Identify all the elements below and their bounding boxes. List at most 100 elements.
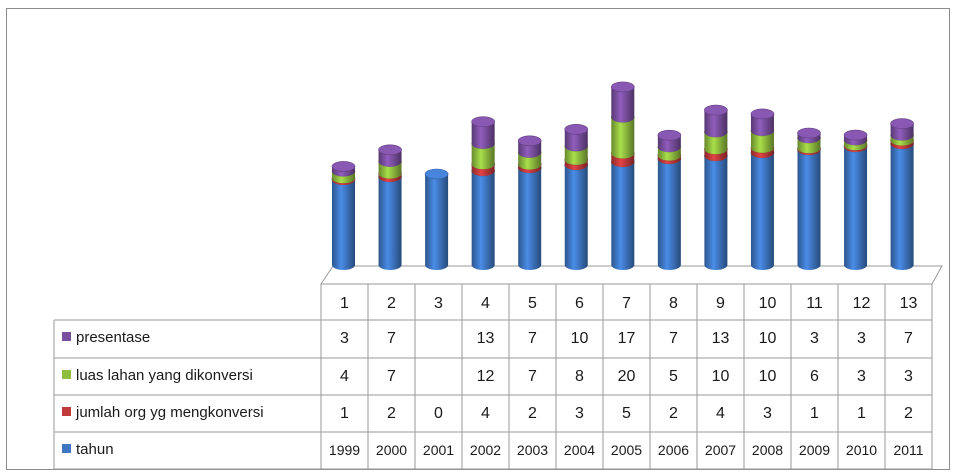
data-label: 2005 bbox=[611, 442, 642, 458]
bar-segment-presentase-8 bbox=[657, 129, 682, 153]
data-label: 2 bbox=[387, 405, 396, 422]
data-label: 2010 bbox=[846, 442, 877, 458]
bar-stack-13 bbox=[890, 118, 914, 270]
legend-swatch bbox=[62, 332, 71, 341]
bar-stack-10 bbox=[750, 108, 775, 270]
bar-segment-presentase-10 bbox=[750, 108, 775, 136]
bar-segment-tahun-4 bbox=[471, 165, 495, 270]
data-label: 7 bbox=[528, 330, 537, 347]
data-label: 10 bbox=[571, 330, 589, 347]
bar-stack-9 bbox=[704, 104, 728, 270]
bar-segment-presentase-13 bbox=[890, 118, 914, 141]
data-label: 12 bbox=[477, 368, 495, 385]
bar-segment-presentase-4 bbox=[471, 116, 495, 149]
data-label: 2002 bbox=[470, 442, 501, 458]
data-label: 3 bbox=[904, 368, 913, 385]
category-label: 2 bbox=[387, 295, 396, 312]
data-label: 3 bbox=[857, 330, 866, 347]
data-label: 1 bbox=[857, 405, 866, 422]
category-label: 3 bbox=[434, 295, 443, 312]
data-label: 2001 bbox=[423, 442, 454, 458]
data-label: 3 bbox=[810, 330, 819, 347]
bar-segment-tahun-3 bbox=[424, 168, 449, 270]
legend-entry: jumlah org yg mengkonversi bbox=[75, 404, 264, 421]
data-label: 13 bbox=[712, 330, 730, 347]
bar-stack-4 bbox=[471, 116, 495, 270]
data-label: 2003 bbox=[517, 442, 548, 458]
data-label: 17 bbox=[618, 330, 636, 347]
data-label: 10 bbox=[759, 330, 777, 347]
category-label: 6 bbox=[575, 295, 584, 312]
data-label: 5 bbox=[622, 405, 631, 422]
data-label: 1 bbox=[340, 405, 349, 422]
bar-segment-tahun-8 bbox=[657, 153, 682, 270]
data-label: 1 bbox=[810, 405, 819, 422]
data-label: 2 bbox=[904, 405, 913, 422]
data-label: 1999 bbox=[329, 442, 360, 458]
category-label: 10 bbox=[759, 295, 777, 312]
data-label: 10 bbox=[759, 368, 777, 385]
bar-segment-presentase-11 bbox=[797, 127, 821, 144]
bar-segment-tahun-12 bbox=[843, 141, 868, 270]
legend-entry: tahun bbox=[76, 441, 114, 458]
data-label: 2009 bbox=[799, 442, 830, 458]
bar-stack-1 bbox=[331, 161, 356, 270]
data-label: 2007 bbox=[705, 442, 736, 458]
data-label: 2 bbox=[669, 405, 678, 422]
bar-segment-tahun-10 bbox=[750, 147, 775, 270]
category-label: 5 bbox=[528, 295, 537, 312]
bar-segment-tahun-11 bbox=[797, 144, 821, 270]
legend-swatch bbox=[62, 370, 71, 379]
data-label: 2000 bbox=[376, 442, 407, 458]
data-label: 2004 bbox=[564, 442, 595, 458]
data-label: 4 bbox=[481, 405, 490, 422]
data-label: 3 bbox=[340, 330, 349, 347]
data-label: 7 bbox=[387, 368, 396, 385]
category-label: 7 bbox=[622, 295, 631, 312]
legend-entry: presentase bbox=[76, 329, 150, 346]
data-label: 3 bbox=[575, 405, 584, 422]
bar-segment-presentase-6 bbox=[564, 124, 589, 152]
data-label: 20 bbox=[618, 368, 636, 385]
bar-stack-3 bbox=[424, 168, 449, 270]
legend-swatch bbox=[62, 444, 71, 453]
data-label: 2 bbox=[528, 405, 537, 422]
bar-segment-presentase-9 bbox=[704, 104, 728, 138]
bar-segment-tahun-13 bbox=[890, 138, 914, 270]
data-label: 4 bbox=[340, 368, 349, 385]
data-label: 2006 bbox=[658, 442, 689, 458]
category-label: 9 bbox=[716, 295, 725, 312]
bar-stack-5 bbox=[517, 135, 542, 270]
category-label: 1 bbox=[340, 295, 349, 312]
data-label: 7 bbox=[669, 330, 678, 347]
data-label: 5 bbox=[669, 368, 678, 385]
bar-segment-presentase-12 bbox=[843, 129, 868, 146]
legend-entry: luas lahan yang dikonversi bbox=[76, 367, 253, 384]
bar-segment-tahun-9 bbox=[704, 150, 728, 270]
data-label: 2011 bbox=[893, 442, 923, 458]
bar-segment-presentase-1 bbox=[331, 161, 356, 177]
data-label: 10 bbox=[712, 368, 730, 385]
bar-segment-tahun-7 bbox=[610, 156, 635, 270]
category-label: 11 bbox=[806, 295, 823, 312]
category-label: 12 bbox=[853, 295, 871, 312]
bar-segment-tahun-2 bbox=[378, 171, 402, 270]
bar-stack-7 bbox=[610, 81, 635, 270]
bar-segment-tahun-1 bbox=[331, 174, 356, 270]
legend-swatch bbox=[62, 407, 71, 416]
data-label: 4 bbox=[716, 405, 725, 422]
bar-stack-12 bbox=[843, 129, 868, 270]
data-label: 8 bbox=[575, 368, 584, 385]
data-label: 2008 bbox=[752, 442, 783, 458]
bar-segment-tahun-6 bbox=[564, 159, 589, 270]
data-label: 7 bbox=[528, 368, 537, 385]
data-label: 6 bbox=[810, 368, 819, 385]
data-label: 13 bbox=[477, 330, 495, 347]
category-label: 4 bbox=[481, 295, 490, 312]
category-label: 13 bbox=[900, 295, 918, 312]
bar-stack-8 bbox=[657, 129, 682, 270]
data-label: 3 bbox=[763, 405, 772, 422]
data-label: 3 bbox=[857, 368, 866, 385]
